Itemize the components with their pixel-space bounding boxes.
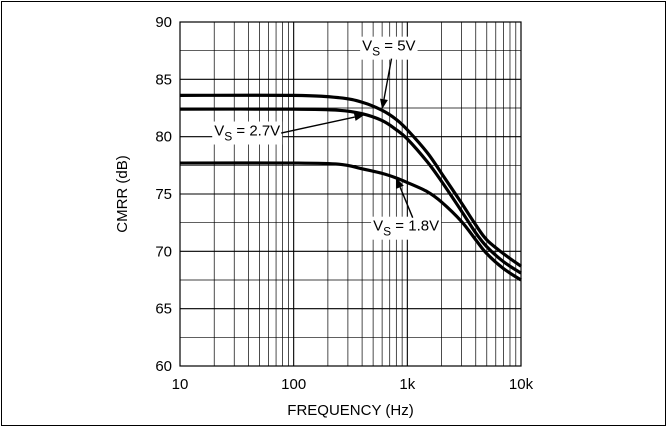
y-tick-label: 90 <box>155 14 172 31</box>
series-label: VS = 1.8V <box>373 218 439 239</box>
series-label: VS = 2.7V <box>214 123 280 144</box>
arrow-head <box>353 113 365 121</box>
grid-lines <box>180 22 521 366</box>
y-tick-label: 80 <box>155 129 172 146</box>
x-tick-label: 10 <box>172 376 189 393</box>
series-line-0 <box>179 93 522 268</box>
label-background <box>360 36 418 60</box>
series-annotation-2: VS = 1.8V <box>371 177 442 240</box>
arrow-shaft <box>281 116 355 134</box>
x-tick-label: 100 <box>281 376 306 393</box>
series-line-1 <box>179 107 522 275</box>
label-background <box>212 121 283 145</box>
series-line-2 <box>179 161 522 282</box>
series-annotations: VS = 5V VS = 2.7V VS = 1.8V <box>212 36 442 240</box>
x-tick-label: 1k <box>399 376 415 393</box>
arrow-head <box>396 177 404 189</box>
series-layer <box>179 93 522 282</box>
plot-border <box>179 21 522 367</box>
y-axis-label: CMRR (dB) <box>114 155 131 233</box>
y-tick-label: 75 <box>155 186 172 203</box>
arrow-head <box>380 98 388 110</box>
arrow-shaft <box>399 186 414 218</box>
x-axis-label: FREQUENCY (Hz) <box>287 402 413 419</box>
y-tick-label: 65 <box>155 301 172 318</box>
series-label: VS = 5V <box>362 38 415 59</box>
arrow-shaft <box>383 58 393 100</box>
y-tick-label: 70 <box>155 243 172 260</box>
y-tick-label: 85 <box>155 71 172 88</box>
label-background <box>371 216 442 240</box>
x-tick-label: 10k <box>509 376 534 393</box>
tick-labels: 10 100 1k 10k 60 65 70 75 80 85 90 <box>155 14 533 393</box>
series-annotation-0: VS = 5V <box>360 36 418 110</box>
series-annotation-1: VS = 2.7V <box>212 113 365 145</box>
y-tick-label: 60 <box>155 358 172 375</box>
